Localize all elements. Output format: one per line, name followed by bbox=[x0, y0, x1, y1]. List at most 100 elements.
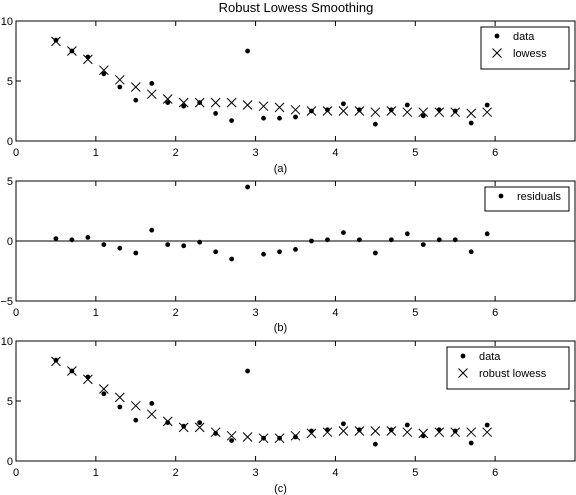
series-lowess bbox=[51, 36, 493, 119]
y-tick-label: 10 bbox=[1, 16, 13, 28]
cross-marker bbox=[482, 107, 493, 118]
x-tick-label: 1 bbox=[93, 307, 99, 319]
dot-marker bbox=[197, 239, 203, 245]
dot-marker bbox=[181, 103, 187, 109]
dot-marker bbox=[245, 368, 250, 374]
cross-marker bbox=[322, 427, 333, 438]
panel-caption: (b) bbox=[274, 322, 287, 334]
dot-marker bbox=[197, 420, 203, 425]
dot-marker bbox=[341, 421, 346, 427]
cross-marker bbox=[51, 356, 61, 367]
cross-marker bbox=[482, 427, 493, 438]
dot-marker bbox=[404, 422, 410, 428]
dot-marker bbox=[261, 115, 266, 121]
legend-label: residuals bbox=[517, 191, 562, 203]
cross-marker bbox=[402, 427, 413, 438]
y-tick-label: 0 bbox=[7, 136, 13, 148]
dot-marker bbox=[420, 242, 426, 248]
cross-marker bbox=[51, 36, 61, 47]
dot-marker bbox=[117, 245, 123, 251]
x-tick-label: 2 bbox=[173, 307, 179, 319]
y-tick-label: −5 bbox=[0, 296, 13, 308]
dot-marker bbox=[484, 231, 490, 237]
dot-marker bbox=[372, 441, 378, 447]
x-tick-label: 1 bbox=[93, 467, 99, 479]
y-tick-label: 5 bbox=[7, 396, 13, 408]
dot-marker bbox=[53, 236, 59, 242]
cross-marker bbox=[466, 427, 477, 438]
dot-marker bbox=[277, 115, 282, 121]
dot-marker bbox=[325, 237, 330, 243]
cross-marker bbox=[274, 102, 285, 113]
cross-marker bbox=[306, 428, 317, 439]
dot-marker bbox=[229, 118, 235, 123]
cross-marker bbox=[354, 426, 365, 436]
legend-marker bbox=[492, 48, 502, 58]
x-tick-label: 4 bbox=[332, 307, 338, 319]
dot-marker bbox=[165, 100, 171, 105]
cross-marker bbox=[450, 107, 461, 118]
cross-marker bbox=[434, 427, 445, 438]
dot-marker bbox=[165, 420, 171, 425]
dot-marker bbox=[213, 249, 219, 255]
dot-marker bbox=[133, 250, 139, 256]
dot-marker bbox=[452, 428, 458, 434]
dot-marker bbox=[420, 113, 426, 119]
dot-marker bbox=[404, 102, 410, 108]
x-tick-label: 3 bbox=[253, 307, 259, 319]
cross-marker bbox=[466, 108, 477, 119]
dot-marker bbox=[213, 431, 219, 436]
x-tick-label: 5 bbox=[412, 307, 418, 319]
dot-marker bbox=[117, 84, 123, 90]
dot-marker bbox=[388, 237, 394, 243]
cross-marker bbox=[146, 89, 157, 100]
cross-marker bbox=[178, 97, 189, 108]
legend-marker bbox=[460, 353, 466, 359]
x-tick-label: 1 bbox=[93, 147, 99, 159]
dot-marker bbox=[468, 440, 474, 446]
panel-caption: (c) bbox=[274, 483, 287, 495]
dot-marker bbox=[101, 71, 107, 77]
dot-marker bbox=[101, 391, 107, 397]
x-tick-label: 6 bbox=[492, 307, 498, 319]
cross-marker bbox=[178, 422, 189, 433]
x-tick-label: 3 bbox=[253, 147, 259, 159]
x-tick-label: 4 bbox=[332, 467, 338, 479]
legend-marker bbox=[498, 193, 504, 199]
legend: data lowess bbox=[480, 26, 570, 70]
series-residuals bbox=[53, 184, 490, 262]
dot-marker bbox=[245, 48, 250, 54]
cross-marker bbox=[370, 426, 381, 436]
cross-marker bbox=[114, 74, 125, 85]
dot-marker bbox=[356, 427, 362, 433]
dot-marker bbox=[325, 107, 330, 113]
x-tick-label: 3 bbox=[253, 467, 259, 479]
dot-marker bbox=[452, 108, 458, 114]
dot-marker bbox=[356, 237, 362, 243]
x-tick-label: 5 bbox=[412, 467, 418, 479]
series-data bbox=[53, 357, 490, 447]
dot-marker bbox=[213, 111, 219, 116]
legend-marker bbox=[494, 33, 500, 39]
dot-marker bbox=[388, 427, 394, 433]
cross-marker bbox=[162, 94, 173, 104]
legend: data robust lowess bbox=[446, 346, 570, 390]
legend-label: data bbox=[479, 351, 501, 363]
dot-marker bbox=[181, 423, 187, 429]
x-tick-label: 0 bbox=[13, 147, 19, 159]
dot-marker bbox=[325, 427, 330, 433]
cross-marker bbox=[226, 97, 237, 108]
dot-marker bbox=[309, 238, 314, 244]
cross-marker bbox=[338, 426, 349, 436]
dot-marker bbox=[436, 427, 442, 433]
cross-marker bbox=[67, 46, 77, 56]
cross-marker bbox=[130, 400, 141, 411]
legend-box bbox=[480, 26, 570, 70]
cross-marker bbox=[194, 422, 205, 433]
cross-marker bbox=[242, 100, 253, 110]
cross-marker bbox=[67, 366, 77, 376]
cross-marker bbox=[418, 428, 429, 439]
cross-marker bbox=[194, 97, 205, 108]
dot-marker bbox=[341, 230, 346, 236]
dot-marker bbox=[404, 231, 410, 237]
